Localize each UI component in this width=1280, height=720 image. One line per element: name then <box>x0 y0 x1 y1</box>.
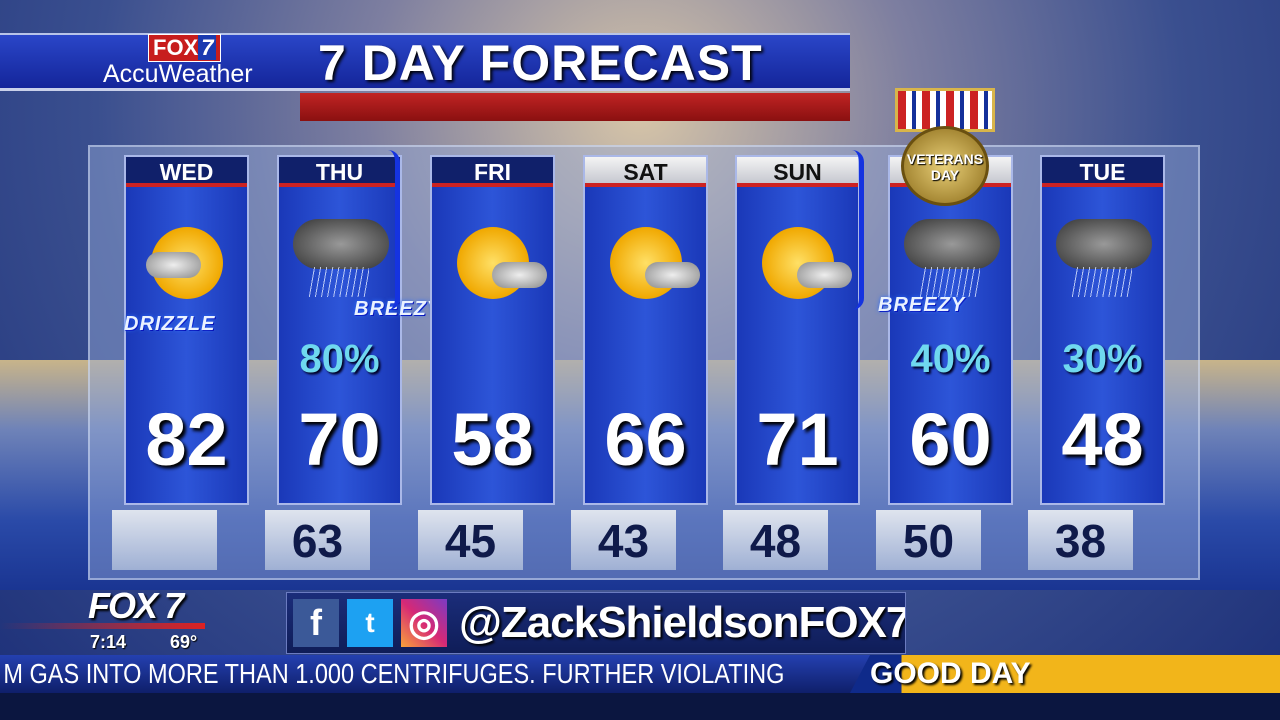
show-name: GOOD DAY <box>870 657 1031 690</box>
high-temp: 48 <box>1061 398 1144 481</box>
low-temp: 45 <box>418 510 523 570</box>
day-column: SUN 71 <box>735 155 860 505</box>
title-bar <box>0 33 850 91</box>
day-column: TUE 30% 48 <box>1040 155 1165 505</box>
accuweather-logo: AccuWeather <box>103 60 253 88</box>
low-temp: 50 <box>876 510 981 570</box>
low-temp <box>112 510 217 570</box>
veterans-day-badge: VETERANS DAY <box>901 126 989 206</box>
day-name: WED <box>126 157 247 187</box>
facebook-icon: f <box>293 599 339 647</box>
title-red-bar <box>300 93 850 121</box>
bottom-strip <box>0 693 1280 720</box>
high-temp: 71 <box>756 398 839 481</box>
day-column: SAT 66 <box>583 155 708 505</box>
low-temp: 38 <box>1028 510 1133 570</box>
day-name: TUE <box>1042 157 1163 187</box>
cloud-icon <box>146 252 201 278</box>
veterans-day-medal-icon: VETERANS DAY <box>895 88 995 218</box>
high-temp: 70 <box>298 398 381 481</box>
news-ticker: M GAS INTO MORE THAN 1.000 CENTRIFUGES. … <box>0 655 845 693</box>
day-name: THU <box>279 157 400 187</box>
rain-icon <box>1072 267 1132 297</box>
low-temp: 48 <box>723 510 828 570</box>
condition-label: DRIZZLE <box>124 313 216 335</box>
show-banner <box>850 655 1280 693</box>
twitter-icon: t <box>347 599 393 647</box>
day-name: FRI <box>432 157 553 187</box>
rain-cloud-icon <box>1056 219 1152 269</box>
day-name: SUN <box>737 157 858 187</box>
high-temp: 66 <box>604 398 687 481</box>
medal-ribbon <box>895 88 995 132</box>
cloud-icon <box>645 262 700 288</box>
current-temperature: 69° <box>170 632 198 652</box>
cloud-icon <box>797 262 852 288</box>
day-column: WED 82 <box>124 155 249 505</box>
precip-chance: 30% <box>1062 337 1143 381</box>
rain-cloud-icon <box>904 219 1000 269</box>
bug-red-line <box>0 623 205 629</box>
instagram-icon: ◎ <box>401 599 447 647</box>
condition-label: BREEZY <box>354 298 442 320</box>
condition-label: BREEZY <box>878 294 966 316</box>
ticker-text: M GAS INTO MORE THAN 1.000 CENTRIFUGES. … <box>3 658 785 689</box>
rain-icon <box>920 267 980 297</box>
social-banner: f t ◎ @ZackShieldsonFOX7 <box>286 592 906 654</box>
cold-front-icon <box>852 150 864 310</box>
day-name: SAT <box>585 157 706 187</box>
rain-cloud-icon <box>293 219 389 269</box>
low-temp: 43 <box>571 510 676 570</box>
fox7-logo: FOX 7 <box>148 34 222 62</box>
precip-chance: 40% <box>910 337 991 381</box>
day-column: THU 80% 70 <box>277 155 402 505</box>
cloud-icon <box>492 262 547 288</box>
high-temp: 58 <box>451 398 534 481</box>
social-handle: @ZackShieldsonFOX7 <box>459 598 906 647</box>
rain-icon <box>309 267 369 297</box>
precip-chance: 80% <box>299 337 380 381</box>
cold-front-icon <box>388 150 400 310</box>
day-column: FRI 58 <box>430 155 555 505</box>
fox7-bug-logo: FOX 7 <box>88 585 184 626</box>
high-temp: 60 <box>909 398 992 481</box>
high-temp: 82 <box>145 398 228 481</box>
page-title: 7 DAY FORECAST <box>318 35 763 91</box>
clock: 7:14 <box>90 632 127 652</box>
low-temp: 63 <box>265 510 370 570</box>
